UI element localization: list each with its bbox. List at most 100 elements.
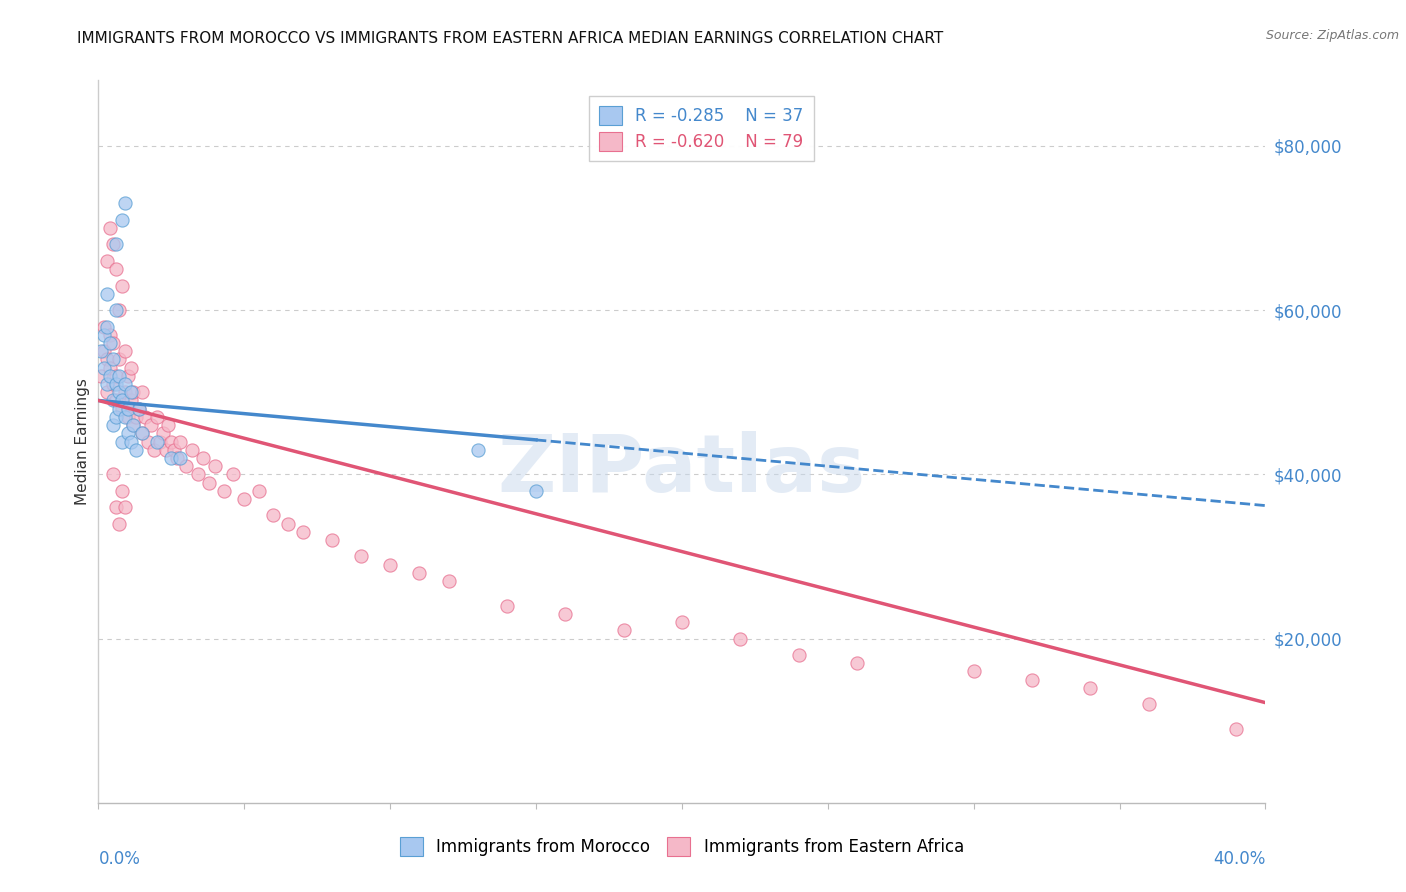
Point [108,303,131,318]
Text: IMMIGRANTS FROM MOROCCO VS IMMIGRANTS FROM EASTERN AFRICA MEDIAN EARNINGS CORREL: IMMIGRANTS FROM MOROCCO VS IMMIGRANTS FR… [77,31,943,46]
Point [1021,673,1043,687]
Point [120,393,142,408]
Point [96,253,118,268]
Point [233,491,256,506]
Point [408,566,430,580]
Point [101,418,124,433]
Point [114,377,136,392]
Point [198,475,221,490]
Point [93,360,115,375]
Point [122,418,145,433]
Point [212,483,235,498]
Point [90,344,112,359]
Point [166,450,188,465]
Point [117,368,139,383]
Point [139,418,162,433]
Point [524,483,547,498]
Point [111,434,134,449]
Y-axis label: Median Earnings: Median Earnings [75,378,90,505]
Text: ZIPatlas: ZIPatlas [498,432,866,509]
Point [142,442,165,457]
Text: 0.0%: 0.0% [98,850,141,868]
Point [160,450,183,465]
Point [108,401,131,416]
Point [163,442,186,457]
Point [221,467,243,482]
Point [1225,722,1247,736]
Point [180,442,202,457]
Point [262,508,284,523]
Point [1080,681,1102,695]
Point [122,385,145,400]
Point [108,368,131,383]
Point [152,426,174,441]
Point [193,450,215,465]
Point [160,434,183,449]
Point [174,459,197,474]
Point [104,377,127,392]
Point [380,558,402,572]
Point [671,615,693,630]
Point [128,401,150,416]
Point [114,500,136,515]
Point [187,467,209,482]
Point [104,393,127,408]
Point [146,409,169,424]
Point [104,303,127,318]
Point [96,385,118,400]
Point [111,278,134,293]
Point [136,434,159,449]
Point [149,434,172,449]
Point [962,665,984,679]
Point [101,352,124,367]
Point [101,377,124,392]
Point [98,327,121,342]
Point [157,418,180,433]
Point [204,459,226,474]
Point [169,434,191,449]
Point [108,516,131,531]
Text: 40.0%: 40.0% [1213,850,1265,868]
Point [350,549,373,564]
Point [98,221,121,235]
Point [120,434,142,449]
Point [120,360,142,375]
Point [104,500,127,515]
Point [114,344,136,359]
Point [101,237,124,252]
Point [111,401,134,416]
Point [155,442,177,457]
Point [111,393,134,408]
Point [108,385,131,400]
Point [730,632,752,646]
Point [554,607,576,621]
Point [111,483,134,498]
Point [93,344,115,359]
Point [104,237,127,252]
Point [98,360,121,375]
Point [96,286,118,301]
Point [291,524,314,539]
Point [321,533,343,547]
Point [131,426,153,441]
Point [128,401,150,416]
Point [96,377,118,392]
Point [96,352,118,367]
Point [98,336,121,351]
Point [93,319,115,334]
Point [96,319,118,334]
Point [146,434,169,449]
Point [134,409,156,424]
Point [612,624,634,638]
Point [496,599,519,613]
Point [104,262,127,277]
Point [101,336,124,351]
Point [467,442,489,457]
Point [787,648,810,662]
Point [122,418,145,433]
Point [1137,698,1160,712]
Point [169,450,191,465]
Point [131,426,153,441]
Point [114,409,136,424]
Point [117,401,139,416]
